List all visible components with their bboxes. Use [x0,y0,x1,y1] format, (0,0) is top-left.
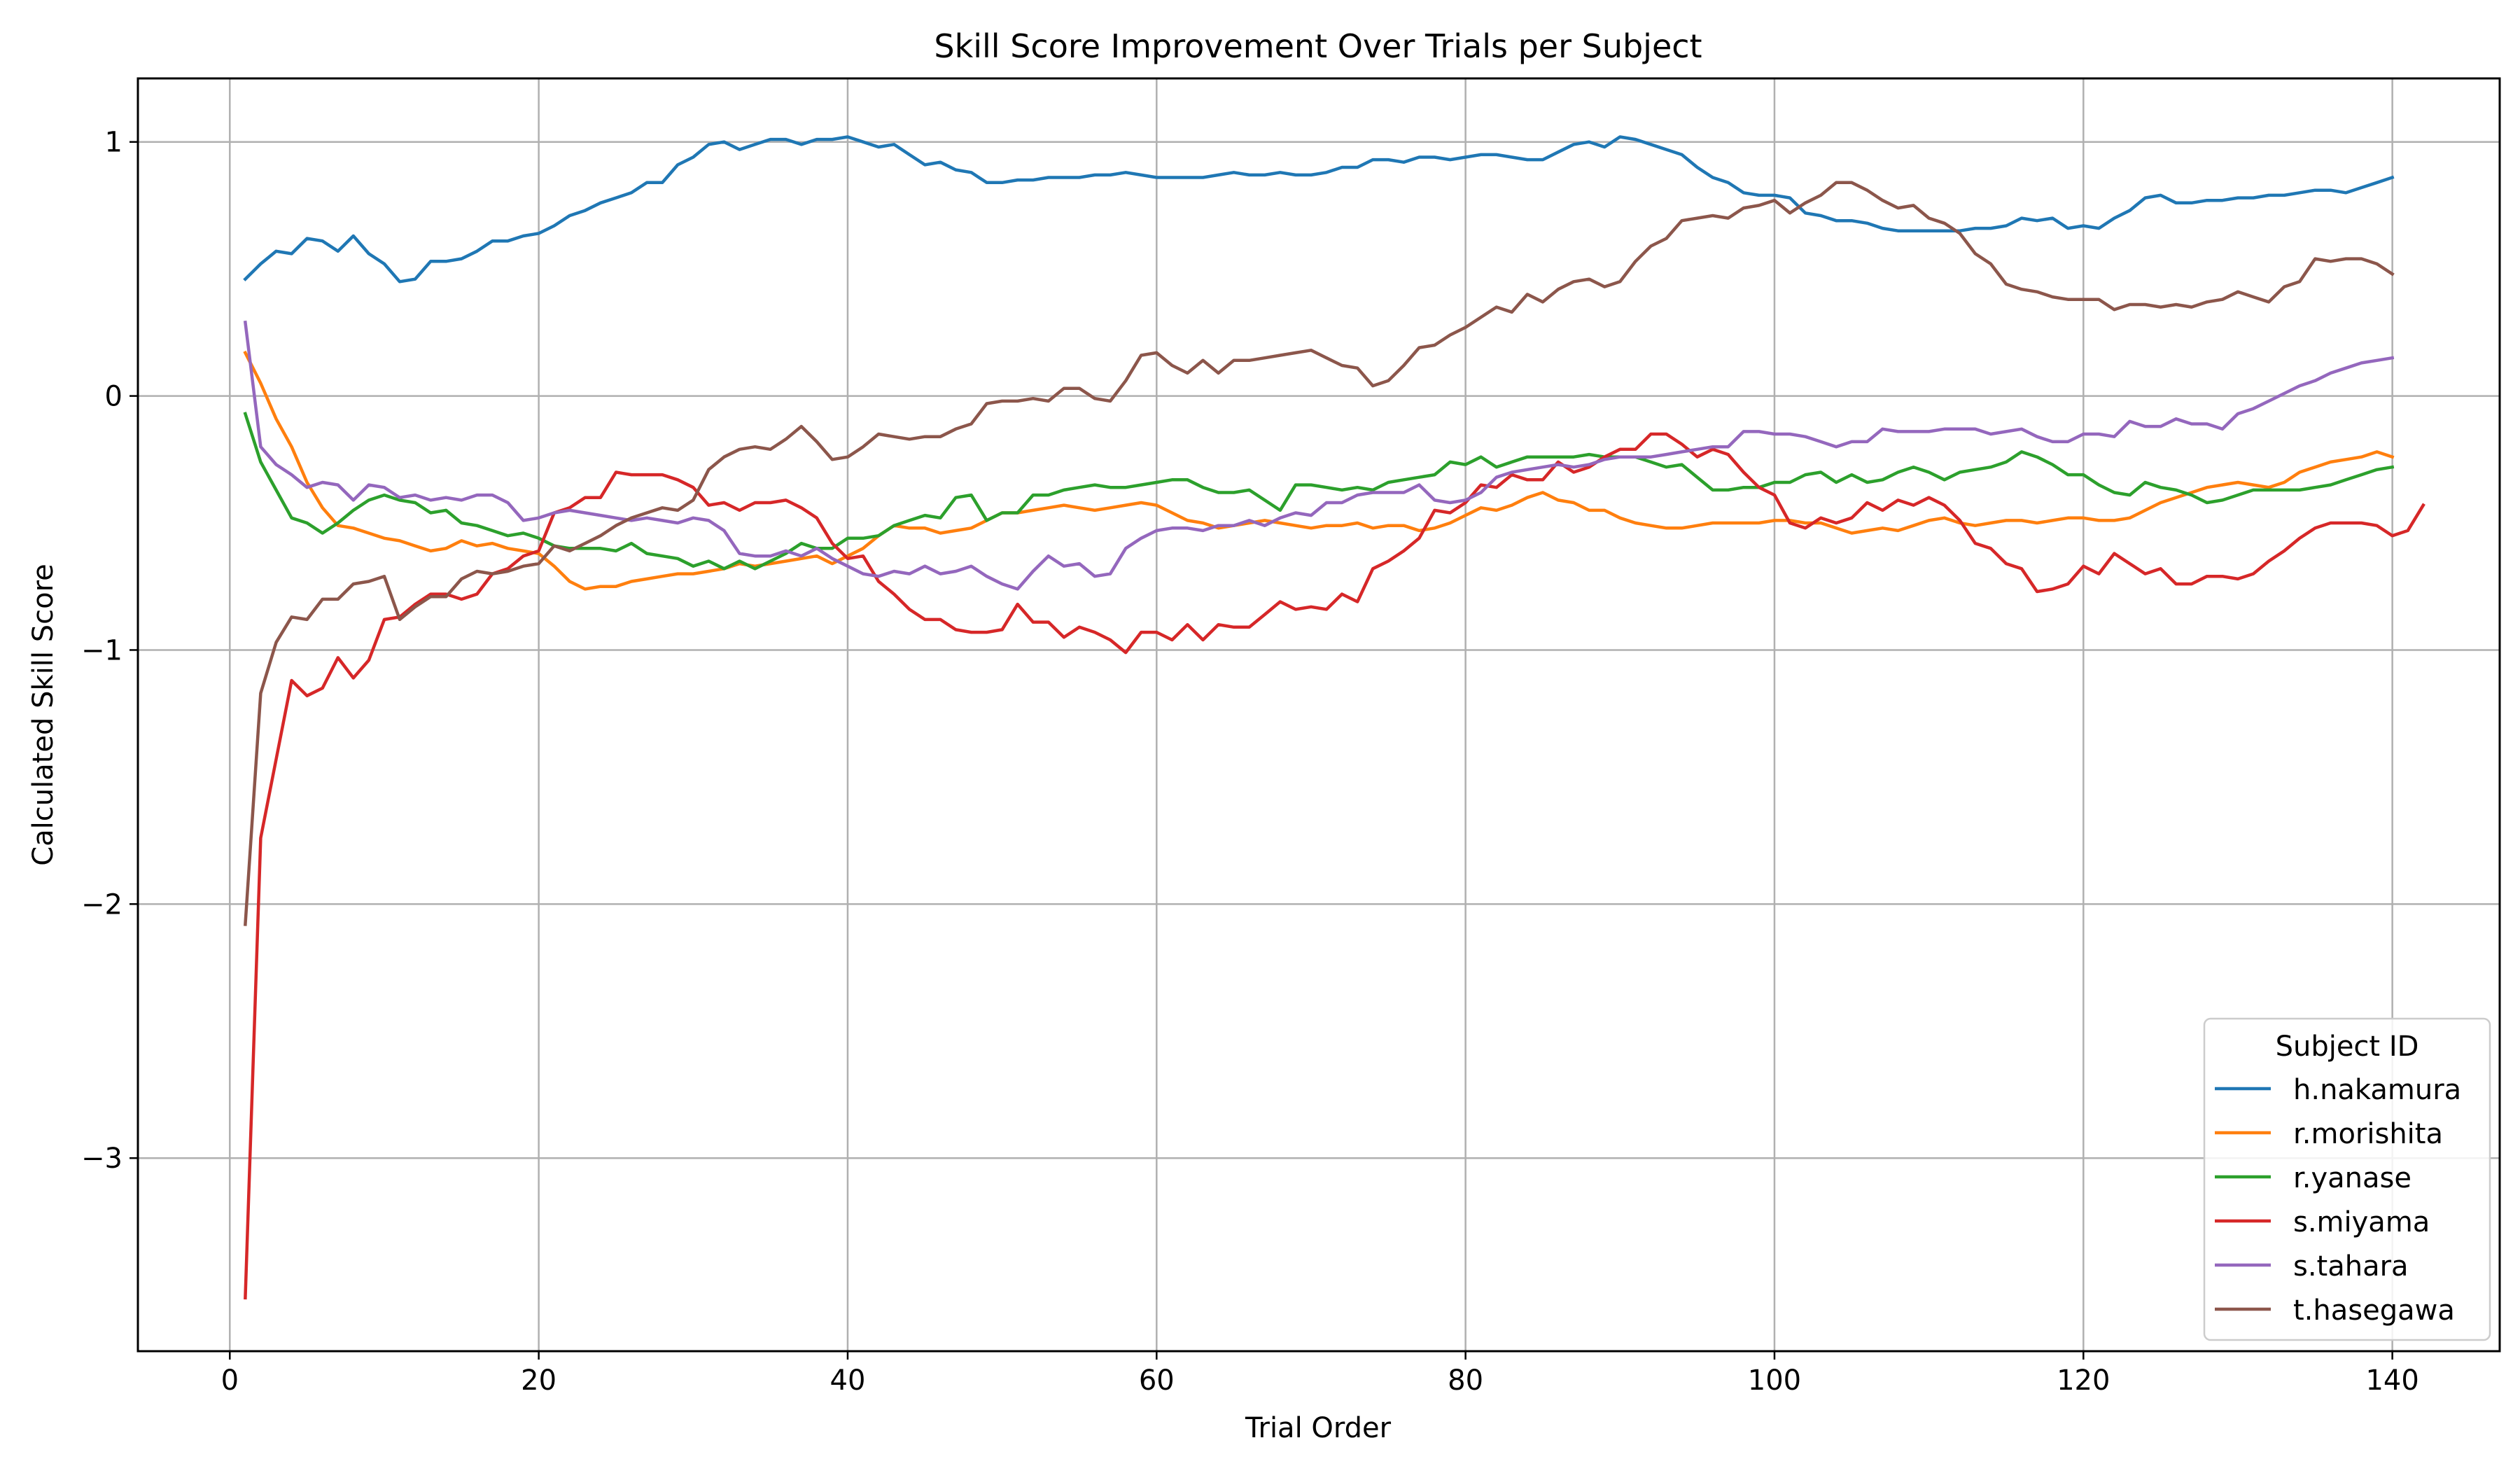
chart-title: Skill Score Improvement Over Trials per … [934,27,1702,65]
series-line-h.nakamura [243,135,2395,284]
y-tick-label: −3 [81,1143,122,1175]
y-tick-label: 0 [105,381,122,413]
y-axis-label: Calculated Skill Score [27,564,59,866]
series-line-s.miyama [244,432,2426,1300]
x-tick-label: 140 [2365,1364,2418,1397]
series-line-r.yanase [243,412,2395,571]
y-tick-label: −1 [81,634,122,666]
series-line-s.tahara [243,320,2395,591]
legend-label: t.hasegawa [2293,1294,2455,1327]
series-line-t.hasegawa [244,181,2395,926]
legend-box [2203,1017,2491,1341]
legend-title: Subject ID [2276,1031,2419,1063]
x-tick-label: 80 [1448,1364,1483,1397]
legend-label: r.yanase [2293,1162,2412,1194]
x-axis-ticks: 0 20 40 60 80 100 120 140 [221,1351,2419,1397]
series-lines [243,135,2426,1300]
x-tick-label: 120 [2057,1364,2110,1397]
x-tick-label: 40 [830,1364,866,1397]
series-line-r.morishita [243,350,2395,591]
legend-label: s.miyama [2293,1206,2430,1238]
x-tick-label: 60 [1139,1364,1175,1397]
grid [138,78,2500,1351]
x-tick-label: 0 [221,1364,239,1397]
plot-area-frame [136,77,2501,1353]
legend-entries: h.nakamura r.morishita r.yanase s.miyama s.t… [2215,1074,2461,1327]
legend-label: r.morishita [2293,1118,2443,1150]
x-tick-label: 100 [1748,1364,1801,1397]
legend-label: h.nakamura [2293,1074,2461,1106]
y-tick-label: −2 [81,888,122,921]
legend: Subject ID h.nakamura r.morishita r.yanase… [2203,1017,2491,1341]
y-axis-ticks: 1 0 −1 −2 −3 [81,127,138,1175]
y-tick-label: 1 [105,127,122,159]
x-axis-label: Trial Order [1245,1412,1392,1444]
legend-label: s.tahara [2293,1250,2409,1283]
x-tick-label: 20 [521,1364,556,1397]
